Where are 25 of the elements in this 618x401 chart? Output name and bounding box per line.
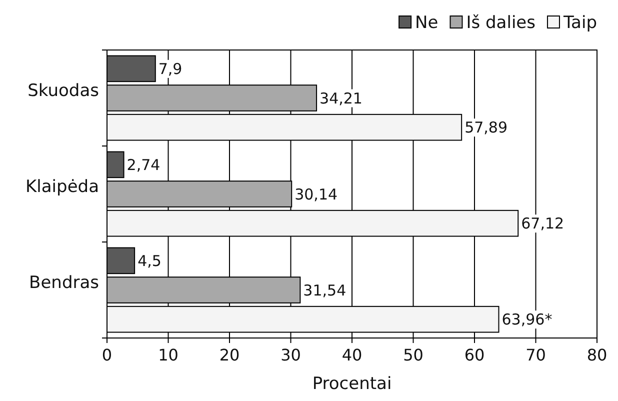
data-label: 7,9 [158, 60, 182, 78]
x-tick-label: 10 [158, 345, 178, 364]
x-tick-label: 30 [280, 345, 301, 364]
y-tick-label: Bendras [29, 272, 100, 293]
x-tick-label: 50 [403, 345, 424, 364]
x-tick-label: 0 [102, 345, 112, 364]
legend-label: Taip [562, 12, 597, 33]
data-label: 2,74 [126, 156, 160, 174]
data-label: 4,5 [138, 252, 162, 270]
data-label: 31,54 [303, 281, 346, 300]
x-tick-label: 40 [342, 345, 362, 364]
legend-label: Ne [415, 12, 438, 33]
legend-label: Iš dalies [466, 12, 536, 33]
data-label: 67,12 [521, 214, 564, 233]
y-tick-label: Skuodas [28, 80, 100, 101]
x-tick-label: 60 [464, 345, 485, 364]
x-tick-label: 20 [219, 345, 240, 364]
x-tick-label: 70 [526, 345, 546, 364]
data-label: 30,14 [294, 185, 338, 204]
x-axis-title: Procentai [312, 374, 392, 394]
data-label: 63,96* [502, 310, 553, 329]
data-label: 34,21 [320, 89, 362, 108]
data-label: 57,89 [464, 118, 508, 137]
x-tick-label: 80 [586, 345, 608, 364]
y-tick-label: Klaipėda [26, 176, 99, 197]
